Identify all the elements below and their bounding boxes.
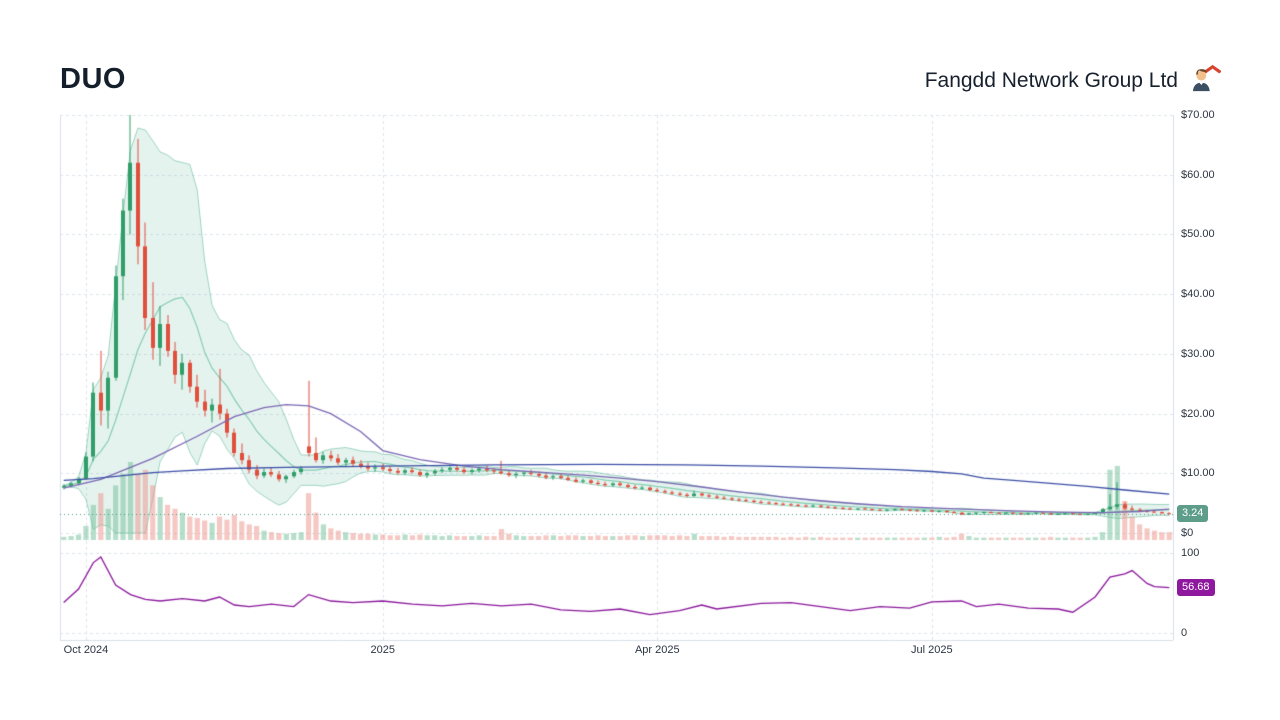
- x-axis-label: Apr 2025: [634, 644, 680, 656]
- company-name: Fangdd Network Group Ltd: [924, 69, 1178, 92]
- price-axis-label: $50.00: [1181, 228, 1215, 241]
- body-shape: [1192, 82, 1210, 92]
- x-axis-label: Oct 2024: [63, 644, 109, 656]
- hair-shape: [1196, 69, 1207, 75]
- price-axis-label: $0: [1181, 527, 1194, 539]
- price-axis-label: $60.00: [1181, 168, 1215, 181]
- last-price-badge: 3.24: [1177, 504, 1209, 522]
- x-axis-label: 2025: [370, 644, 396, 656]
- indicator-axis-label: 0: [1181, 627, 1188, 639]
- indicator-value-badge: 56.68: [1177, 578, 1215, 596]
- realtor-icon: [1192, 64, 1221, 92]
- collar-shape: [1199, 81, 1204, 86]
- indicator-axis-label: 100: [1181, 547, 1200, 559]
- price-axis-label: $10.00: [1181, 467, 1215, 480]
- head-shape: [1196, 70, 1207, 81]
- price-axis-label: $40.00: [1181, 288, 1215, 301]
- price-axis-label: $70.00: [1181, 109, 1215, 121]
- roof-shape: [1203, 64, 1221, 74]
- price-axis-label: $20.00: [1181, 407, 1215, 420]
- price-axis-label: $30.00: [1181, 347, 1215, 360]
- symbol-title: DUO: [60, 63, 126, 95]
- x-axis-label: Jul 2025: [911, 644, 953, 656]
